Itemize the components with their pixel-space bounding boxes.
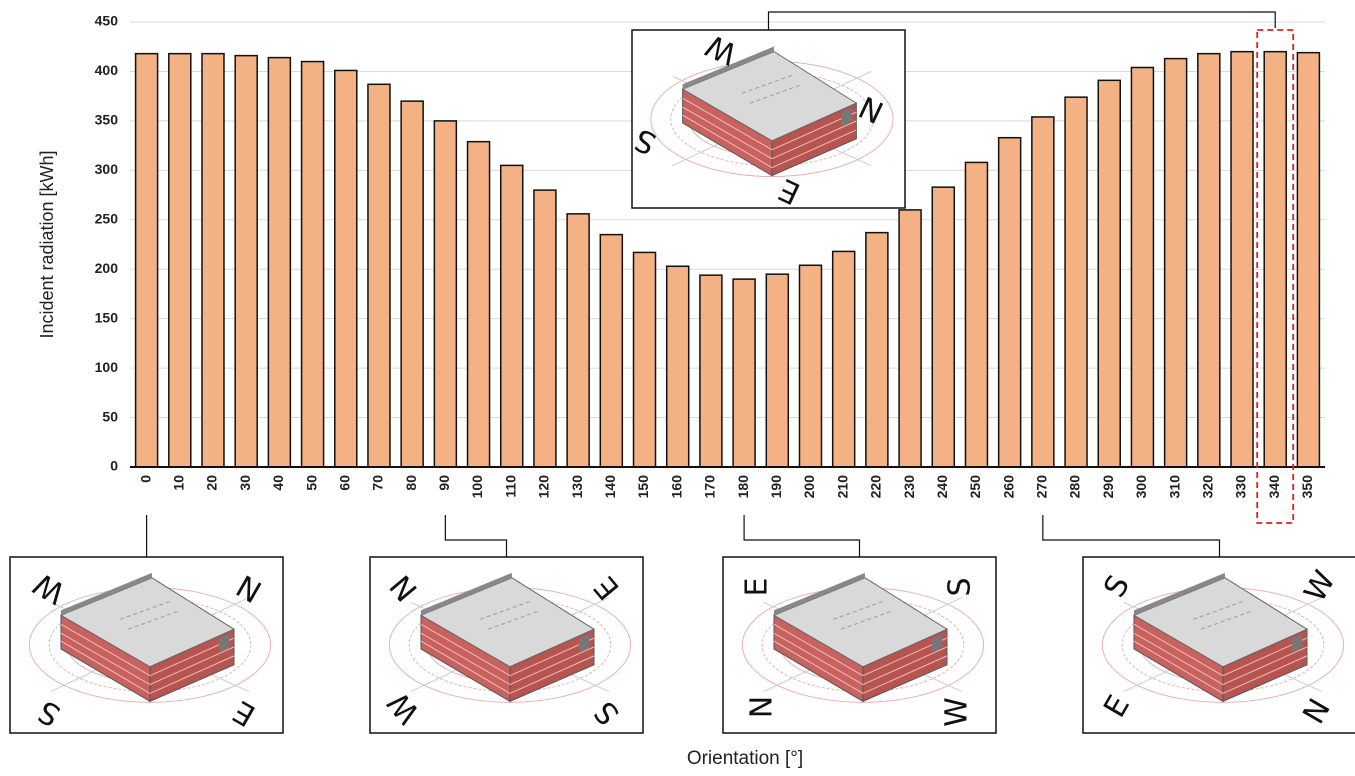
bar bbox=[997, 136, 1022, 468]
x-tick-label: 250 bbox=[967, 475, 983, 499]
bar bbox=[201, 52, 225, 468]
x-tick-label: 210 bbox=[834, 475, 850, 499]
y-tick-label: 200 bbox=[95, 260, 119, 276]
bar bbox=[665, 265, 690, 468]
bar bbox=[599, 233, 624, 468]
x-tick-label: 350 bbox=[1299, 475, 1315, 499]
x-tick-label: 30 bbox=[237, 475, 253, 491]
bar bbox=[168, 52, 192, 468]
y-tick-label: 150 bbox=[95, 309, 119, 325]
bar bbox=[1097, 79, 1121, 468]
y-tick-label: 400 bbox=[95, 62, 119, 78]
x-tick-label: 100 bbox=[469, 475, 485, 499]
x-tick-label: 70 bbox=[370, 475, 386, 491]
compass-label: N bbox=[745, 696, 780, 718]
x-tick-label: 320 bbox=[1200, 475, 1216, 499]
y-tick-label: 50 bbox=[102, 408, 118, 424]
bar bbox=[898, 209, 922, 468]
highlight-box bbox=[1256, 29, 1295, 524]
connector bbox=[1042, 515, 1221, 557]
x-axis-label: Orientation [°] bbox=[687, 748, 803, 769]
bar bbox=[1031, 116, 1055, 468]
compass-label: W bbox=[940, 697, 975, 727]
connector bbox=[743, 515, 861, 557]
bar bbox=[1296, 51, 1321, 468]
y-tick-label: 100 bbox=[95, 359, 119, 375]
bar bbox=[765, 273, 790, 468]
x-tick-label: 290 bbox=[1100, 475, 1116, 499]
bar bbox=[300, 60, 325, 468]
x-tick-label: 130 bbox=[569, 475, 585, 499]
x-tick-label: 50 bbox=[303, 475, 319, 491]
x-tick-label: 260 bbox=[1000, 475, 1016, 499]
bar bbox=[1064, 96, 1088, 468]
x-tick-label: 330 bbox=[1233, 475, 1249, 499]
x-tick-label: 240 bbox=[934, 475, 950, 499]
y-axis-label: Incident radiation [kWh] bbox=[37, 150, 57, 338]
bar bbox=[632, 251, 657, 468]
x-tick-label: 140 bbox=[602, 475, 618, 499]
x-tick-label: 170 bbox=[702, 475, 718, 499]
bar bbox=[499, 164, 524, 468]
x-tick-label: 20 bbox=[204, 475, 220, 491]
y-tick-label: 350 bbox=[95, 112, 119, 128]
bar bbox=[931, 186, 956, 468]
bar bbox=[1263, 50, 1287, 468]
compass-label: S bbox=[943, 577, 978, 596]
bar bbox=[433, 120, 458, 468]
x-tick-label: 160 bbox=[668, 475, 684, 499]
bar bbox=[798, 264, 823, 468]
x-tick-label: 270 bbox=[1034, 475, 1050, 499]
bar bbox=[1130, 66, 1155, 468]
y-tick-label: 250 bbox=[95, 210, 119, 226]
x-tick-label: 150 bbox=[635, 475, 651, 499]
x-tick-label: 60 bbox=[336, 475, 352, 491]
x-tick-label: 10 bbox=[170, 475, 186, 491]
y-tick-label: 450 bbox=[95, 13, 119, 29]
y-tick-label: 300 bbox=[95, 161, 119, 177]
bar bbox=[400, 100, 424, 468]
compass-label: E bbox=[740, 578, 775, 597]
bar bbox=[732, 278, 756, 468]
bar bbox=[466, 140, 491, 468]
x-tick-label: 110 bbox=[502, 475, 518, 498]
bar bbox=[334, 69, 358, 468]
x-tick-label: 40 bbox=[270, 475, 286, 491]
bar bbox=[267, 56, 292, 468]
x-tick-label: 90 bbox=[436, 475, 452, 491]
x-tick-label: 190 bbox=[768, 475, 784, 499]
y-tick-label: 0 bbox=[110, 458, 118, 474]
bar bbox=[134, 52, 159, 468]
bar bbox=[1163, 57, 1188, 468]
connector bbox=[444, 515, 508, 557]
bar bbox=[234, 54, 258, 468]
x-tick-label: 230 bbox=[901, 475, 917, 499]
x-tick-label: 120 bbox=[536, 475, 552, 499]
x-tick-label: 180 bbox=[735, 475, 751, 499]
x-tick-label: 200 bbox=[801, 475, 817, 499]
bar bbox=[831, 250, 856, 468]
bar bbox=[865, 231, 889, 468]
x-tick-label: 310 bbox=[1166, 475, 1182, 499]
bar bbox=[1197, 52, 1221, 468]
x-tick-label: 280 bbox=[1067, 475, 1083, 499]
bar bbox=[566, 213, 590, 468]
connector bbox=[767, 11, 1276, 30]
x-tick-label: 80 bbox=[403, 475, 419, 491]
bar bbox=[699, 274, 723, 468]
x-tick-label: 0 bbox=[137, 475, 153, 483]
bar bbox=[1230, 50, 1254, 468]
bar bbox=[533, 189, 557, 468]
x-tick-label: 340 bbox=[1266, 475, 1282, 499]
bar bbox=[367, 83, 391, 468]
bar bbox=[964, 161, 989, 468]
x-tick-label: 300 bbox=[1133, 475, 1149, 499]
x-tick-label: 220 bbox=[868, 475, 884, 499]
